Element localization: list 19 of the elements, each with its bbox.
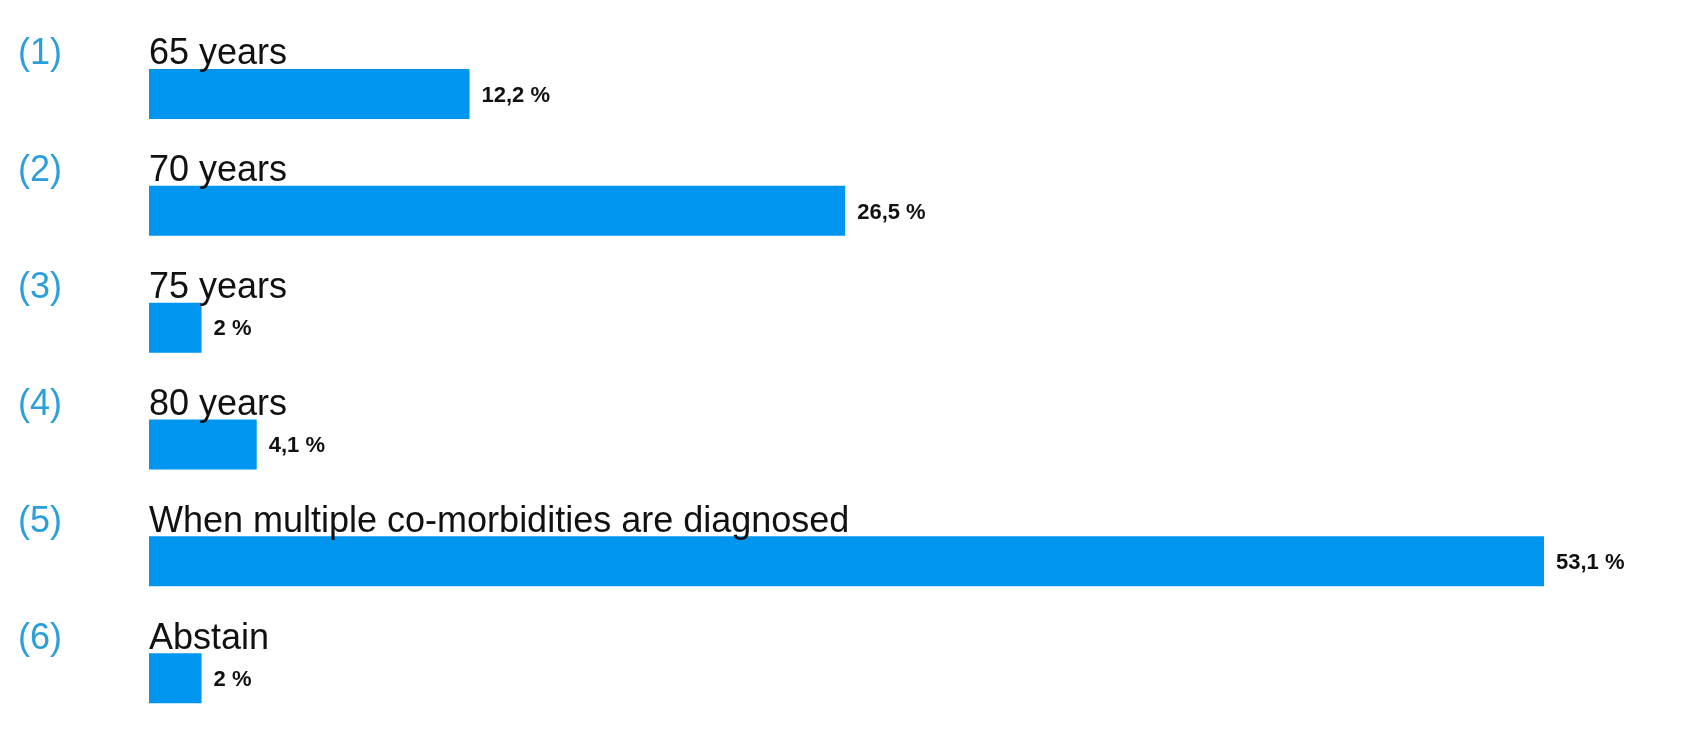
text: (3) (18, 265, 62, 307)
text: (6) (18, 615, 62, 657)
data-label: 53,1 % (1556, 549, 1625, 575)
data-label: 2 % (213, 665, 252, 691)
text: (2) (18, 148, 62, 190)
data-label: 26,5 % (857, 198, 926, 224)
text: (5) (18, 498, 62, 540)
text: (1) (18, 31, 62, 73)
y-tick-label: 80 years (149, 381, 288, 423)
y-tick-label: Abstain (149, 615, 270, 657)
data-label: 4,1 % (268, 432, 325, 458)
y-tick-label: 65 years (149, 31, 288, 73)
y-tick-label: 75 years (149, 265, 288, 307)
data-label: 2 % (213, 315, 252, 341)
text: (4) (18, 381, 62, 423)
y-tick-label: When multiple co-morbidities are diagnosed (149, 498, 850, 540)
data-label: 12,2 % (481, 81, 551, 107)
y-tick-label: 70 years (149, 148, 288, 190)
bar (149, 653, 202, 704)
